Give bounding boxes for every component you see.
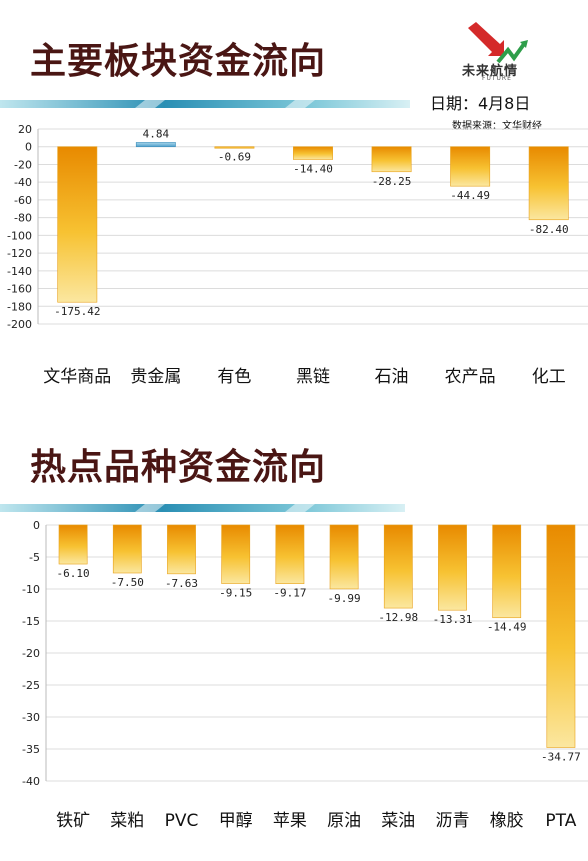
category-label: 石油 (375, 367, 409, 387)
bar (371, 146, 412, 173)
decorative-stripe (0, 500, 405, 516)
y-tick-label: -200 (7, 318, 32, 331)
data-label: 4.84 (143, 127, 170, 140)
data-label: -14.40 (293, 162, 333, 175)
sector-flow-panel: 主要板块资金流向 未来航情 FUTURE 日期：4月8日 数据来源：文华财经 2… (0, 0, 588, 400)
y-tick-label: -10 (22, 583, 40, 596)
data-label: -14.49 (487, 621, 527, 634)
y-tick-label: -15 (22, 615, 40, 628)
y-tick-label: -160 (7, 283, 32, 296)
bar (438, 524, 467, 611)
decorative-stripe (0, 96, 410, 112)
data-label: -9.15 (219, 587, 252, 600)
data-label: -44.49 (450, 189, 490, 202)
category-label: 黑链 (296, 367, 330, 387)
source-label: 数据来源：文华财经 (452, 121, 542, 132)
y-tick-label: 0 (33, 519, 40, 532)
category-label: 铁矿 (56, 811, 90, 831)
bar (58, 524, 88, 565)
bar (221, 524, 251, 584)
data-label: -6.10 (57, 567, 90, 580)
y-tick-label: -80 (14, 212, 32, 225)
category-label: 菜粕 (110, 811, 144, 831)
data-label: -13.31 (433, 613, 473, 626)
y-tick-label: -25 (22, 679, 40, 692)
data-label: -34.77 (541, 751, 581, 764)
data-label: -28.25 (372, 175, 412, 188)
data-label: -9.99 (328, 592, 361, 605)
data-label: -0.69 (218, 150, 251, 163)
sector-bar-chart: 20 0 -20 -40 -60 -80 -100 -120 -140 -160 -180 -200 -… (7, 123, 588, 387)
bar (450, 146, 491, 187)
data-label: -9.17 (273, 587, 306, 600)
bar (546, 524, 576, 748)
hot-commodity-panel: 热点品种资金流向 0 -5 -10 -15 -20 -25 -30 -35 -40 -6.10 铁矿… (0, 420, 588, 861)
bar (528, 146, 569, 221)
category-label: 农产品 (445, 367, 496, 387)
category-label: 有色 (217, 367, 251, 387)
y-tick-label: -20 (22, 647, 40, 660)
data-label: -7.63 (165, 577, 198, 590)
y-tick-label: -100 (7, 229, 32, 242)
category-label: 化工 (532, 367, 566, 387)
bar (275, 524, 305, 584)
y-tick-label: -120 (7, 247, 32, 260)
y-tick-label: -5 (29, 551, 40, 564)
category-label: 苹果 (273, 811, 307, 831)
y-tick-label: -60 (14, 194, 32, 207)
chart-title: 主要板块资金流向 (30, 41, 327, 82)
date-label: 日期：4月8日 (430, 94, 531, 113)
bar (492, 524, 522, 619)
category-label: 橡胶 (490, 811, 524, 831)
category-label: 文华商品 (43, 367, 111, 387)
y-tick-label: 20 (18, 123, 32, 136)
category-label: 甲醇 (219, 811, 253, 831)
y-tick-label: -30 (22, 711, 40, 724)
logo-text: 未来航情 (462, 64, 519, 79)
bar (329, 524, 359, 590)
category-label: 菜油 (381, 811, 415, 831)
data-label: -175.42 (54, 305, 100, 318)
data-label: -7.50 (111, 576, 144, 589)
chart-title: 热点品种资金流向 (30, 447, 327, 488)
bar (112, 524, 142, 574)
y-tick-label: -35 (22, 743, 40, 756)
bar (57, 146, 98, 303)
bar (135, 142, 176, 148)
category-label: 原油 (327, 811, 361, 831)
commodity-bar-chart: 0 -5 -10 -15 -20 -25 -30 -35 -40 -6.10 铁矿 -7.50 菜粕 -7… (22, 519, 588, 831)
bar (383, 524, 413, 609)
category-label: 贵金属 (130, 367, 181, 387)
data-label: -12.98 (378, 611, 418, 624)
y-tick-label: -40 (22, 775, 40, 788)
y-tick-label: 0 (25, 141, 32, 154)
y-tick-label: -40 (14, 176, 32, 189)
y-tick-label: -140 (7, 265, 32, 278)
category-label: PVC (165, 811, 199, 831)
bar (293, 146, 333, 160)
y-tick-label: -20 (14, 158, 32, 171)
bar (167, 524, 196, 575)
data-label: -82.40 (529, 223, 569, 236)
bar (214, 146, 255, 149)
y-tick-label: -180 (7, 300, 32, 313)
logo-subtext: FUTURE (482, 75, 512, 82)
category-label: PTA (545, 811, 576, 831)
logo-icon (468, 22, 528, 64)
category-label: 沥青 (436, 811, 470, 831)
